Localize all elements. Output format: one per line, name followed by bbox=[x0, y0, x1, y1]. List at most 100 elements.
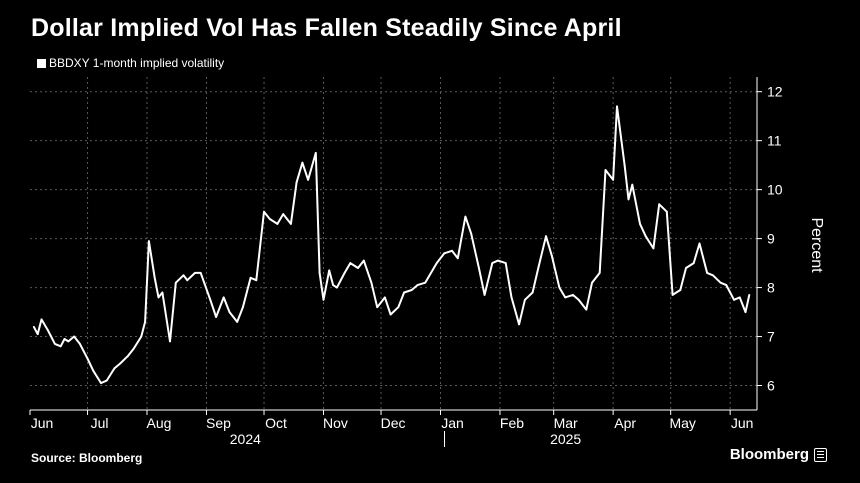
data-point bbox=[86, 357, 89, 360]
data-point bbox=[105, 379, 108, 382]
y-axis-label: Percent bbox=[808, 217, 825, 273]
x-tick-label-3: Sep bbox=[206, 415, 231, 431]
data-point bbox=[577, 298, 580, 301]
data-point bbox=[725, 284, 728, 286]
data-point bbox=[186, 279, 189, 282]
data-point bbox=[148, 240, 150, 243]
data-point bbox=[531, 291, 534, 294]
data-point bbox=[612, 178, 614, 181]
x-tick-label-8: Feb bbox=[500, 415, 524, 431]
data-point bbox=[671, 294, 674, 296]
brand-badge-icon bbox=[814, 447, 827, 462]
data-point bbox=[545, 235, 547, 238]
data-point bbox=[712, 274, 714, 277]
data-point bbox=[604, 169, 607, 171]
data-point bbox=[119, 362, 122, 365]
data-point bbox=[328, 269, 331, 272]
data-point bbox=[424, 281, 427, 284]
data-point bbox=[100, 382, 102, 384]
data-point bbox=[132, 347, 135, 350]
x-tick-label-4: Oct bbox=[265, 415, 287, 431]
data-point bbox=[174, 281, 177, 284]
data-point bbox=[456, 257, 459, 260]
source-note: Source: Bloomberg bbox=[31, 451, 143, 465]
y-tick-label-11: 11 bbox=[767, 133, 782, 149]
data-point bbox=[639, 223, 641, 225]
data-point bbox=[483, 294, 486, 296]
data-point bbox=[268, 218, 271, 220]
data-point bbox=[290, 223, 292, 225]
data-point bbox=[464, 215, 467, 218]
data-point bbox=[706, 272, 708, 274]
x-tick-label-10: Apr bbox=[614, 415, 636, 431]
data-point bbox=[54, 343, 56, 345]
data-point bbox=[616, 105, 618, 108]
data-point bbox=[558, 286, 561, 289]
data-point bbox=[470, 232, 473, 235]
brand-logo: Bloomberg bbox=[730, 446, 827, 463]
y-tick-label-12: 12 bbox=[767, 84, 783, 100]
data-point bbox=[215, 316, 218, 318]
year-label-0: 2024 bbox=[230, 431, 261, 447]
data-point bbox=[194, 272, 196, 274]
data-point bbox=[537, 267, 540, 269]
data-point bbox=[140, 335, 143, 338]
data-point bbox=[314, 152, 317, 154]
y-tick-label-9: 9 bbox=[767, 231, 775, 247]
data-point bbox=[478, 267, 480, 269]
data-point bbox=[631, 183, 634, 186]
data-point bbox=[376, 306, 379, 309]
data-point bbox=[222, 296, 225, 299]
x-tick-label-0: Jun bbox=[31, 415, 54, 431]
x-tick-label-5: Nov bbox=[323, 415, 348, 431]
data-point bbox=[242, 306, 244, 309]
data-point bbox=[623, 164, 626, 167]
data-point bbox=[627, 198, 630, 201]
data-point bbox=[282, 213, 285, 216]
data-point bbox=[679, 289, 682, 291]
data-point bbox=[585, 308, 588, 311]
data-point bbox=[307, 178, 309, 181]
legend-label: BBDXY 1-month implied volatility bbox=[49, 56, 225, 70]
data-point bbox=[510, 296, 513, 299]
series-line-0 bbox=[32, 105, 751, 385]
legend-swatch bbox=[37, 58, 46, 68]
data-point bbox=[491, 262, 494, 264]
data-point bbox=[362, 259, 365, 262]
data-point bbox=[719, 281, 722, 284]
data-point bbox=[518, 323, 520, 326]
data-point bbox=[550, 254, 553, 257]
data-point bbox=[157, 296, 160, 299]
data-point bbox=[255, 279, 258, 282]
data-point bbox=[698, 242, 701, 245]
data-point bbox=[73, 335, 75, 338]
x-tick-label-6: Dec bbox=[381, 415, 406, 431]
data-point bbox=[228, 311, 231, 313]
data-point bbox=[63, 338, 66, 340]
x-tick-label-1: Jul bbox=[91, 415, 109, 431]
data-point bbox=[301, 161, 304, 164]
brand-label: Bloomberg bbox=[729, 446, 809, 463]
data-point bbox=[67, 340, 70, 343]
data-point bbox=[36, 333, 39, 335]
data-point bbox=[598, 272, 601, 274]
data-point bbox=[564, 296, 567, 299]
data-point bbox=[318, 272, 321, 274]
data-point bbox=[497, 259, 499, 262]
legend: BBDXY 1-month implied volatility bbox=[37, 56, 224, 70]
data-point bbox=[263, 210, 265, 213]
data-point bbox=[685, 267, 687, 269]
data-point bbox=[209, 298, 212, 301]
data-point bbox=[357, 267, 359, 269]
data-point bbox=[572, 294, 574, 296]
data-point bbox=[443, 252, 446, 255]
data-point bbox=[249, 276, 252, 279]
y-tick-label-7: 7 bbox=[767, 329, 775, 345]
data-point bbox=[384, 296, 386, 299]
data-point bbox=[79, 343, 81, 345]
data-point bbox=[322, 298, 325, 301]
data-point bbox=[591, 281, 593, 284]
data-point bbox=[126, 355, 129, 357]
data-point bbox=[46, 328, 49, 331]
data-point bbox=[161, 291, 164, 294]
